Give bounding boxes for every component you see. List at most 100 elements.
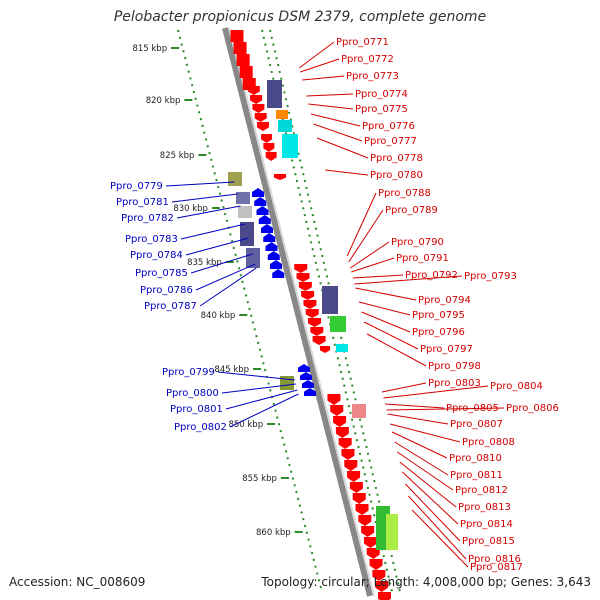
- reverse-gene-label: Ppro_0799: [162, 367, 215, 378]
- forward-gene-label: Ppro_0773: [346, 71, 399, 82]
- backbone: [222, 27, 373, 597]
- forward-gene-arrow: [366, 548, 380, 559]
- reverse-gene-label: Ppro_0779: [110, 181, 163, 192]
- forward-gene-arrow: [261, 134, 273, 143]
- label-leader: [306, 93, 354, 97]
- forward-gene-label: Ppro_0814: [460, 519, 513, 530]
- forward-gene-label: Ppro_0793: [464, 271, 517, 282]
- label-leader: [396, 451, 454, 491]
- forward-gene-label: Ppro_0804: [490, 381, 543, 392]
- forward-gene-label: Ppro_0775: [355, 104, 408, 115]
- cog-gene: [267, 80, 282, 108]
- forward-gene-arrow: [338, 438, 352, 449]
- forward-gene-label: Ppro_0815: [462, 536, 515, 547]
- forward-gene-arrow: [355, 504, 369, 515]
- forward-gene-label: Ppro_0796: [412, 327, 465, 338]
- forward-gene-arrow: [250, 95, 263, 104]
- forward-gene-arrow: [333, 416, 347, 427]
- label-leader: [221, 383, 296, 394]
- forward-gene: [239, 66, 253, 78]
- label-leader: [352, 274, 404, 279]
- forward-gene-arrow: [369, 559, 383, 570]
- forward-gene-arrow: [310, 327, 324, 336]
- label-leader: [383, 385, 489, 399]
- forward-gene-arrow: [254, 113, 267, 122]
- reverse-gene-arrow: [272, 269, 285, 278]
- forward-gene-arrow: [363, 537, 377, 548]
- forward-gene-arrow: [358, 515, 372, 526]
- label-leader: [361, 311, 411, 333]
- forward-gene-arrow: [330, 405, 344, 416]
- forward-gene-label: Ppro_0795: [412, 310, 465, 321]
- forward-gene-label: Ppro_0808: [462, 437, 515, 448]
- reverse-gene-arrow: [254, 197, 267, 206]
- cog-gene: [282, 134, 298, 158]
- label-leader: [176, 205, 241, 219]
- reverse-gene-arrow: [304, 388, 316, 396]
- forward-gene-arrow: [303, 300, 317, 309]
- forward-gene-arrow: [375, 581, 389, 592]
- forward-gene-label: Ppro_0807: [450, 419, 503, 430]
- forward-gene-label: Ppro_0817: [470, 562, 523, 573]
- forward-gene-label: Ppro_0813: [458, 502, 511, 513]
- label-leader: [171, 193, 238, 203]
- forward-gene-label: Ppro_0790: [391, 237, 444, 248]
- label-leader: [310, 113, 361, 127]
- label-leader: [402, 471, 459, 525]
- label-leader: [394, 441, 449, 476]
- reverse-gene-label: Ppro_0782: [121, 213, 174, 224]
- forward-gene-arrow: [265, 152, 277, 161]
- label-leader: [195, 263, 256, 291]
- reverse-gene-arrow: [298, 364, 310, 372]
- scale-tick-label: 820 kbp: [146, 96, 181, 106]
- cog-gene: [228, 172, 242, 186]
- cog-gene: [322, 286, 338, 314]
- cog-gene: [352, 404, 366, 418]
- cog-gene: [330, 316, 346, 332]
- label-leader: [358, 301, 411, 316]
- forward-gene-arrow: [247, 86, 260, 95]
- label-leader: [363, 321, 419, 350]
- scale-tick-label: 840 kbp: [201, 311, 236, 321]
- label-leader: [348, 209, 384, 263]
- reverse-gene-label: Ppro_0784: [130, 250, 183, 261]
- reverse-gene-arrow: [270, 260, 282, 269]
- label-leader: [399, 461, 457, 508]
- reverse-gene-arrow: [263, 233, 276, 242]
- forward-gene-arrow: [308, 318, 322, 327]
- cog-gene: [336, 344, 348, 352]
- scale-tick-label: 860 kbp: [256, 528, 291, 538]
- reverse-gene-label: Ppro_0787: [144, 301, 197, 312]
- reverse-gene-label: Ppro_0781: [116, 197, 169, 208]
- forward-gene-arrow: [352, 493, 366, 504]
- label-leader: [225, 389, 298, 410]
- label-leader: [313, 123, 363, 142]
- scale-tick-label: 830 kbp: [173, 204, 208, 214]
- cog-gene: [280, 376, 294, 390]
- reverse-gene-arrow: [258, 215, 271, 224]
- cog-gene: [386, 514, 398, 550]
- forward-gene-arrow: [256, 122, 269, 131]
- label-leader: [349, 241, 390, 269]
- forward-gene-label: Ppro_0791: [396, 253, 449, 264]
- forward-gene-arrow: [298, 282, 312, 291]
- label-leader: [351, 257, 395, 273]
- scale-tick-label: 825 kbp: [160, 151, 195, 161]
- cog-gene: [236, 192, 250, 204]
- forward-gene: [236, 54, 250, 66]
- label-leader: [408, 495, 467, 560]
- label-leader: [405, 483, 461, 542]
- forward-gene-label: Ppro_0806: [506, 403, 559, 414]
- scale-tick-label: 835 kbp: [187, 258, 222, 268]
- forward-gene-arrow: [301, 291, 315, 300]
- label-leader: [190, 253, 253, 274]
- forward-gene-arrow: [252, 104, 265, 113]
- label-leader: [165, 181, 235, 187]
- cog-gene: [276, 110, 288, 119]
- forward-gene-label: Ppro_0812: [455, 485, 508, 496]
- label-leader: [354, 275, 463, 285]
- reverse-gene-arrow: [300, 372, 312, 380]
- forward-gene-label: Ppro_0797: [420, 344, 473, 355]
- forward-gene-arrow: [320, 346, 330, 353]
- forward-gene-arrow: [294, 264, 308, 273]
